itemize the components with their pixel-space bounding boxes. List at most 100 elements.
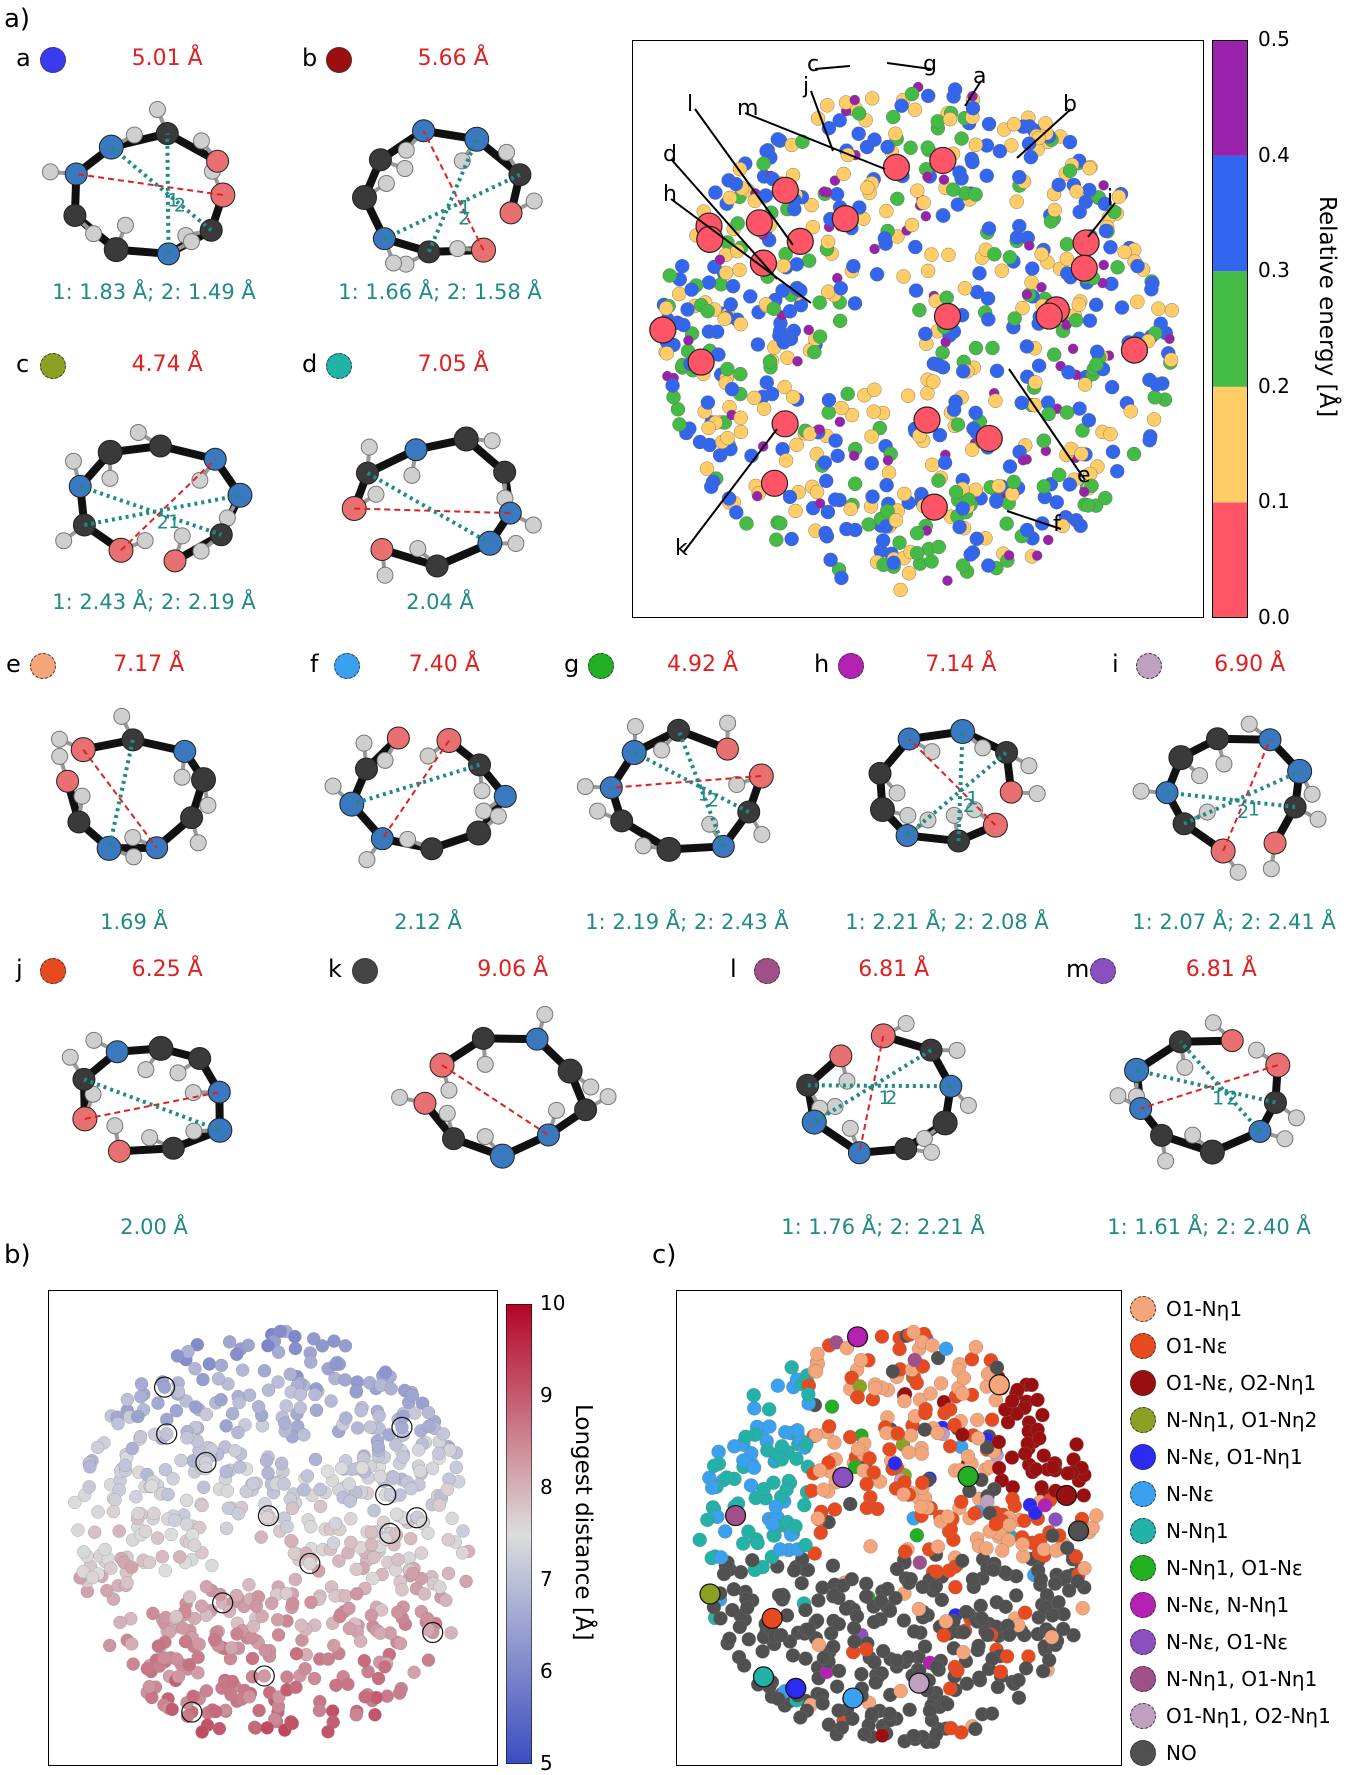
energy-point <box>1115 301 1129 315</box>
energy-point <box>1052 468 1066 482</box>
hbond-point <box>1018 1606 1032 1620</box>
distance-point <box>249 1722 262 1735</box>
hbond-point <box>859 1642 873 1656</box>
distance-point <box>197 1481 210 1494</box>
hbond-point <box>987 1482 1001 1496</box>
energy-point <box>1012 170 1026 184</box>
distance-point <box>456 1546 469 1559</box>
longest-distance-label: 7.05 Å <box>418 352 489 377</box>
legend-entry: N-Nη1, O1-Nη1 <box>1130 1660 1356 1697</box>
distance-point <box>393 1687 406 1700</box>
energy-point <box>1106 445 1120 459</box>
molecule-color-dot <box>352 958 378 984</box>
hbond-point <box>747 1388 761 1402</box>
energy-point <box>1032 551 1042 561</box>
energy-point <box>821 505 835 519</box>
energy-point <box>883 455 893 465</box>
energy-point <box>751 338 765 352</box>
annotation-label: i <box>1107 186 1113 211</box>
distance-point <box>445 1626 458 1639</box>
hbond-point <box>771 1692 785 1706</box>
distance-point <box>151 1532 164 1545</box>
hbond-point <box>886 1364 900 1378</box>
distance-point <box>365 1538 378 1551</box>
energy-point <box>1061 365 1075 379</box>
energy-point <box>835 401 849 415</box>
hbond-point <box>815 1581 829 1595</box>
legend-swatch <box>1130 1296 1156 1322</box>
distance-point <box>223 1335 236 1348</box>
hbond-point <box>1012 1691 1026 1705</box>
annotation-label: j <box>802 74 809 99</box>
molecule-letter: c <box>16 350 29 378</box>
hbond-point <box>740 1601 754 1615</box>
distance-point <box>397 1450 410 1463</box>
hbond-point <box>897 1394 911 1408</box>
energy-point <box>1082 413 1096 427</box>
distance-point <box>265 1597 278 1610</box>
energy-point <box>936 346 950 360</box>
energy-point <box>921 211 931 221</box>
distance-point <box>226 1675 239 1688</box>
distance-point <box>262 1467 275 1480</box>
distance-point <box>253 1704 266 1717</box>
energy-point <box>1131 259 1145 273</box>
hbond-point <box>939 1614 953 1628</box>
hbond-point <box>934 1376 948 1390</box>
energy-point <box>852 106 866 120</box>
annotation-label: m <box>737 96 758 121</box>
distance-point <box>374 1470 387 1483</box>
hbond-point <box>744 1478 758 1492</box>
distance-point <box>203 1358 216 1371</box>
energy-highlight-point <box>914 407 940 433</box>
hbond-point <box>802 1623 816 1637</box>
hbond-point <box>830 1680 844 1694</box>
energy-point <box>673 417 687 431</box>
energy-point <box>966 101 980 115</box>
energy-point <box>844 502 858 516</box>
hbond-point <box>851 1390 865 1404</box>
distance-point <box>162 1488 175 1501</box>
energy-point <box>1003 460 1017 474</box>
molecule-letter: j <box>16 955 23 983</box>
hbond-point <box>893 1342 907 1356</box>
energy-point <box>1089 298 1103 312</box>
energy-point <box>786 390 800 404</box>
energy-point <box>918 327 932 341</box>
hbond-length-label: 2.00 Å <box>14 1215 294 1239</box>
distance-point <box>220 1522 233 1535</box>
hbond-point <box>775 1439 789 1453</box>
energy-point <box>681 302 695 316</box>
energy-point <box>860 140 874 154</box>
hbond-point <box>811 1511 825 1525</box>
hbond-point <box>786 1648 800 1662</box>
distance-point <box>180 1431 193 1444</box>
energy-point <box>1078 377 1092 391</box>
hbond-point <box>913 1556 927 1570</box>
energy-point <box>1025 262 1039 276</box>
energy-point <box>936 209 950 223</box>
hbond-point <box>974 1599 988 1613</box>
energy-point <box>848 477 862 491</box>
hbond-point <box>930 1660 944 1674</box>
distance-point <box>359 1690 372 1703</box>
energy-point <box>769 533 783 547</box>
distance-point <box>272 1628 285 1641</box>
distance-point <box>247 1620 260 1633</box>
energy-point <box>777 335 791 349</box>
distance-point <box>172 1670 185 1683</box>
energy-point <box>956 502 970 516</box>
distance-point <box>127 1658 140 1671</box>
hbond-point <box>904 1572 918 1586</box>
energy-point <box>1103 427 1117 441</box>
hbond-point <box>863 1451 877 1465</box>
hbond-point <box>789 1452 803 1466</box>
legend-swatch <box>1130 1703 1156 1729</box>
hbond-point <box>864 1539 878 1553</box>
distance-point <box>246 1670 259 1683</box>
hbond-point <box>894 1684 908 1698</box>
energy-highlight-point <box>921 494 947 520</box>
energy-point <box>660 346 674 360</box>
distance-point <box>365 1609 378 1622</box>
hbond-point <box>918 1406 932 1420</box>
